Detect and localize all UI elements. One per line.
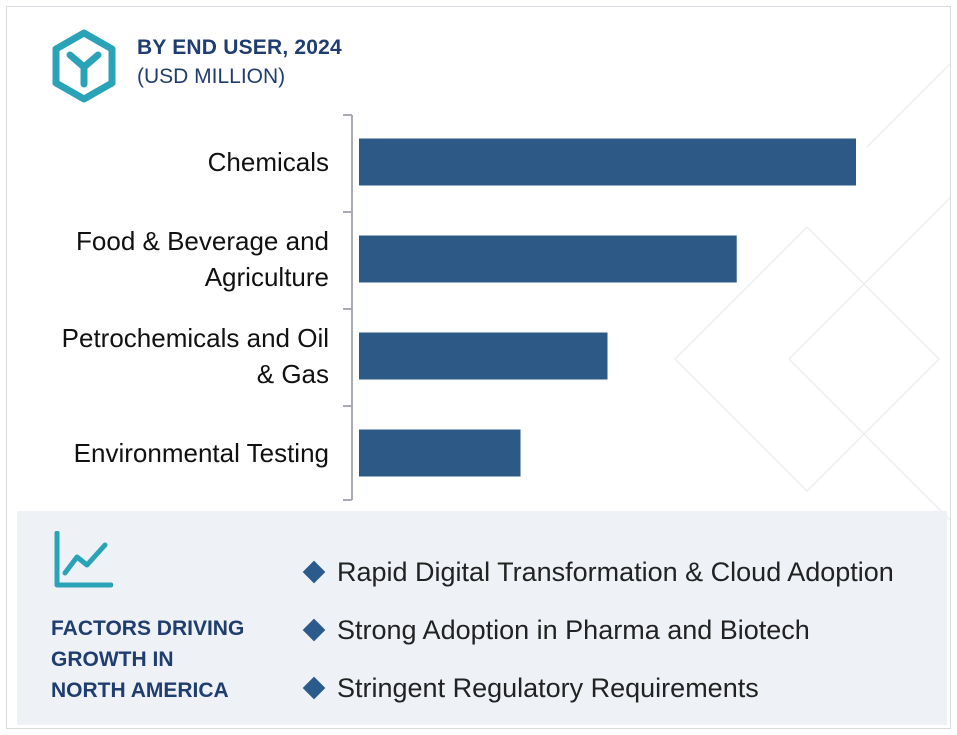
- category-label: Food & Beverage and Agriculture: [76, 226, 329, 292]
- diamond-bullet-icon: [302, 618, 326, 642]
- diamond-bullet-icon: [302, 676, 326, 700]
- category-label-line: Chemicals: [208, 147, 329, 177]
- category-label: Petrochemicals and Oil & Gas: [62, 323, 329, 389]
- bar-0: [359, 138, 856, 186]
- category-label: Environmental Testing: [74, 438, 329, 468]
- panel-title-line: NORTH AMERICA: [51, 679, 229, 702]
- bar-3: [359, 429, 521, 477]
- category-label-line: & Gas: [257, 359, 329, 389]
- panel-title: FACTORS DRIVING GROWTH IN NORTH AMERICA: [51, 613, 271, 706]
- hexagon-y-logo-icon: [52, 29, 116, 103]
- factor-list: Rapid Digital Transformation & Cloud Ado…: [301, 543, 894, 717]
- factor-text: Rapid Digital Transformation & Cloud Ado…: [337, 556, 894, 587]
- category-label-line: Agriculture: [205, 262, 329, 292]
- factor-item: Stringent Regulatory Requirements: [301, 659, 894, 717]
- factor-item: Strong Adoption in Pharma and Biotech: [301, 601, 894, 659]
- chart-subtitle: (USD MILLION): [137, 65, 286, 88]
- infographic-frame: BY END USER, 2024 (USD MILLION) Chemical…: [6, 6, 951, 729]
- bar-2: [359, 332, 608, 380]
- category-label-line: Environmental Testing: [74, 438, 329, 468]
- chart-title: BY END USER, 2024: [137, 36, 342, 59]
- category-label-line: Food & Beverage and: [76, 226, 329, 256]
- factor-text: Strong Adoption in Pharma and Biotech: [337, 614, 810, 645]
- factors-panel: FACTORS DRIVING GROWTH IN NORTH AMERICA …: [17, 511, 947, 725]
- factor-item: Rapid Digital Transformation & Cloud Ado…: [301, 543, 894, 601]
- factor-text: Stringent Regulatory Requirements: [337, 672, 759, 703]
- trend-chart-icon: [54, 531, 113, 588]
- panel-title-line: FACTORS DRIVING: [51, 617, 245, 640]
- bar-1: [359, 235, 737, 283]
- bar-chart: Chemicals Food & Beverage and Agriculture P…: [62, 114, 856, 501]
- panel-title-line: GROWTH IN: [51, 648, 174, 671]
- category-label: Chemicals: [208, 147, 329, 177]
- category-label-line: Petrochemicals and Oil: [62, 323, 329, 353]
- diamond-bullet-icon: [302, 560, 326, 584]
